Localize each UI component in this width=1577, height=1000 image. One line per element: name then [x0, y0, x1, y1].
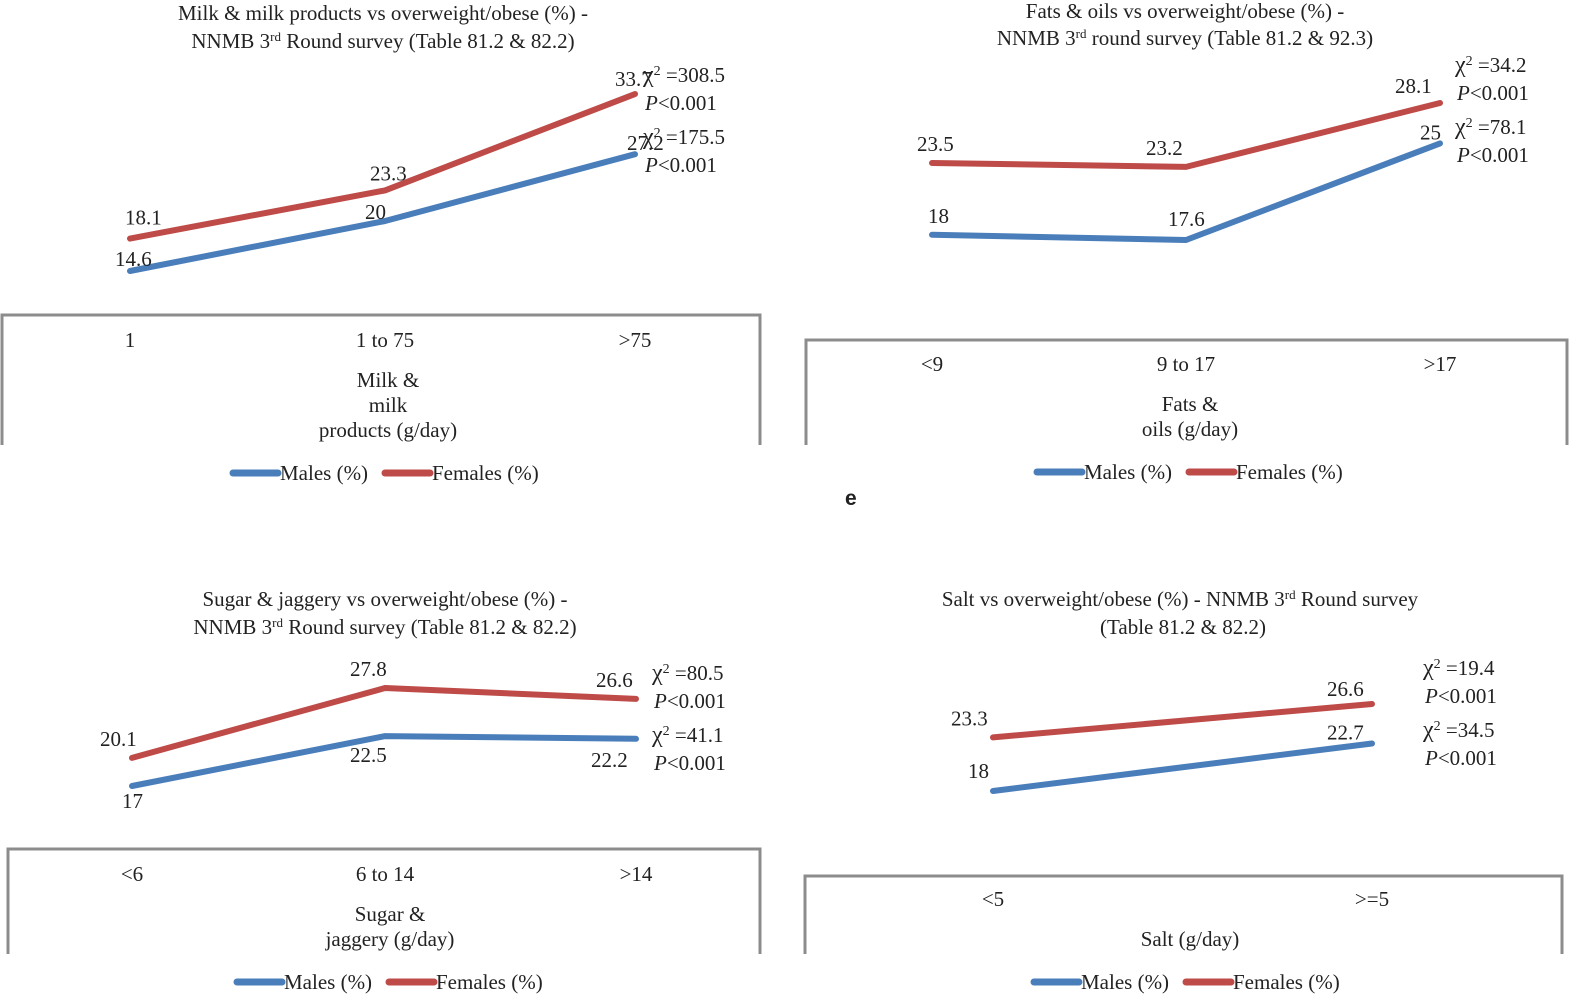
x-tick-label: <5	[982, 887, 1004, 911]
x-axis-frame	[804, 338, 1569, 445]
series-line-females	[929, 100, 1443, 170]
legend-label-females: Females (%)	[1236, 460, 1343, 484]
chart-panel-1: Milk & milk products vs overweight/obese…	[0, 1, 762, 485]
p-value: P<0.001	[1424, 746, 1497, 770]
x-tick-label: >14	[620, 862, 653, 886]
x-axis-label: milk	[369, 393, 408, 417]
chart-title-line-2: NNMB 3rd Round survey (Table 81.2 & 82.2…	[191, 29, 574, 54]
x-tick-label: <6	[121, 862, 143, 886]
chart-panel-3: Sugar & jaggery vs overweight/obese (%) …	[6, 587, 762, 994]
data-label-females: 26.6	[1327, 677, 1364, 701]
x-axis-label: Fats &	[1162, 392, 1219, 416]
legend: Males (%) Females (%)	[1033, 460, 1343, 484]
data-label-females: 26.6	[596, 668, 633, 692]
legend: Males (%) Females (%)	[229, 461, 539, 485]
x-tick-label: 1 to 75	[356, 328, 414, 352]
chart-title-line-2: (Table 81.2 & 82.2)	[1100, 615, 1266, 639]
legend-label-females: Females (%)	[432, 461, 539, 485]
chi-square-stat: χ2 =78.1	[1454, 114, 1527, 140]
x-axis-frame	[0, 313, 762, 445]
data-label-males: 25	[1420, 120, 1441, 144]
x-axis-label: oils (g/day)	[1142, 417, 1238, 441]
data-label-males: 18	[928, 204, 949, 228]
x-axis-label: jaggery (g/day)	[325, 927, 455, 951]
chi-square-stat: χ2 =308.5	[642, 62, 725, 88]
p-value: P<0.001	[653, 689, 726, 713]
chart-title-line-2: NNMB 3rd round survey (Table 81.2 & 92.3…	[997, 26, 1373, 51]
chi-square-stat: χ2 =175.5	[642, 124, 725, 150]
data-label-females: 18.1	[125, 206, 162, 230]
data-label-females: 23.2	[1146, 136, 1183, 160]
p-value: P<0.001	[644, 153, 717, 177]
legend: Males (%) Females (%)	[1030, 970, 1340, 994]
data-label-females: 23.3	[370, 161, 407, 185]
x-axis-label: Salt (g/day)	[1141, 927, 1240, 951]
legend-label-males: Males (%)	[1084, 460, 1172, 484]
x-axis-label: Milk &	[357, 368, 419, 392]
p-value: P<0.001	[1424, 684, 1497, 708]
legend: Males (%) Females (%)	[233, 970, 543, 994]
data-label-females: 33.7	[615, 67, 652, 91]
chart-title-line-1: Fats & oils vs overweight/obese (%) -	[1026, 0, 1344, 23]
x-axis-label: products (g/day)	[319, 418, 457, 442]
legend-label-males: Males (%)	[280, 461, 368, 485]
data-label-males: 22.7	[1327, 720, 1364, 744]
chi-square-stat: χ2 =80.5	[651, 660, 724, 686]
chart-title-line-1: Milk & milk products vs overweight/obese…	[178, 1, 588, 25]
x-tick-label: >75	[619, 328, 652, 352]
data-label-males: 14.6	[115, 247, 152, 271]
data-label-females: 28.1	[1395, 74, 1432, 98]
data-label-males: 20	[365, 200, 386, 224]
x-axis-frame	[6, 847, 762, 954]
x-tick-label: 1	[125, 328, 136, 352]
p-value: P<0.001	[1456, 143, 1529, 167]
data-label-males: 27.2	[627, 131, 664, 155]
p-value: P<0.001	[653, 751, 726, 775]
data-label-males: 17	[122, 789, 143, 813]
data-label-males: 18	[968, 759, 989, 783]
chart-panel-4: Salt vs overweight/obese (%) - NNMB 3rd …	[803, 587, 1564, 994]
legend-label-males: Males (%)	[1081, 970, 1169, 994]
series-line-males	[990, 740, 1375, 794]
panel-letter: e	[845, 487, 857, 510]
data-label-females: 23.5	[917, 132, 954, 156]
chi-square-stat: χ2 =19.4	[1422, 655, 1495, 681]
chi-square-stat: χ2 =34.5	[1422, 717, 1495, 743]
p-value: P<0.001	[644, 91, 717, 115]
x-axis-frame	[803, 874, 1564, 954]
chart-title-line-2: NNMB 3rd Round survey (Table 81.2 & 82.2…	[193, 615, 576, 640]
x-tick-label: >=5	[1355, 887, 1389, 911]
x-tick-label: <9	[921, 352, 943, 376]
chi-square-stat: χ2 =34.2	[1454, 52, 1527, 78]
x-tick-label: 9 to 17	[1157, 352, 1215, 376]
data-label-males: 22.5	[350, 743, 387, 767]
x-tick-label: 6 to 14	[356, 862, 415, 886]
x-axis-label: Sugar &	[355, 902, 426, 926]
data-label-females: 20.1	[100, 727, 137, 751]
data-label-females: 27.8	[350, 657, 387, 681]
data-label-males: 17.6	[1168, 207, 1205, 231]
series-line-females	[990, 701, 1375, 741]
legend-label-females: Females (%)	[436, 970, 543, 994]
legend-label-males: Males (%)	[284, 970, 372, 994]
legend-label-females: Females (%)	[1233, 970, 1340, 994]
data-label-males: 22.2	[591, 748, 628, 772]
chart-title-line-1: Salt vs overweight/obese (%) - NNMB 3rd …	[942, 587, 1419, 612]
p-value: P<0.001	[1456, 81, 1529, 105]
chart-title-line-1: Sugar & jaggery vs overweight/obese (%) …	[202, 587, 567, 611]
chi-square-stat: χ2 =41.1	[651, 722, 724, 748]
x-tick-label: >17	[1424, 352, 1457, 376]
chart-panel-2: Fats & oils vs overweight/obese (%) - NNM…	[804, 0, 1569, 484]
data-label-females: 23.3	[951, 706, 988, 730]
